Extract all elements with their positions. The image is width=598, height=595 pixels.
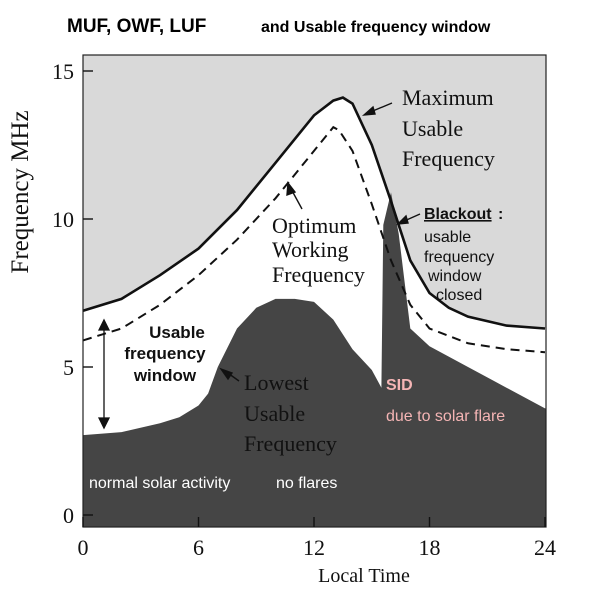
chart-title-rest: and Usable frequency window — [261, 19, 491, 36]
normal-activity-note: normal solar activity — [89, 475, 230, 492]
x-tick-label: 24 — [534, 535, 556, 560]
no-flares-note: no flares — [276, 475, 337, 492]
y-tick-label: 10 — [52, 207, 74, 232]
owf-label-line-3: Frequency — [272, 262, 365, 287]
x-axis-label: Local Time — [318, 565, 410, 587]
blackout-colon: : — [498, 206, 503, 223]
x-tick-label: 18 — [419, 535, 441, 560]
luf-label-line-1: Lowest — [244, 370, 309, 395]
chart-title-main: MUF, OWF, LUF — [67, 16, 206, 37]
x-tick-label: 0 — [78, 535, 89, 560]
owf-label-line-2: Working — [272, 237, 348, 262]
luf-filled-area — [83, 192, 546, 527]
y-axis-ticks: 0 5 10 15 — [52, 59, 93, 528]
y-tick-label: 15 — [52, 59, 74, 84]
muf-solid-line — [82, 96, 546, 330]
x-axis-ticks: 0 6 12 18 24 — [78, 517, 556, 560]
blackout-label: Blackout — [424, 206, 492, 223]
blackout-line-1: usable — [424, 229, 471, 246]
y-tick-label: 0 — [63, 503, 74, 528]
blackout-line-2: frequency — [424, 249, 494, 266]
window-label-line-1: Usable — [149, 323, 205, 342]
owf-pointer-arrow — [286, 181, 303, 210]
sid-label: SID — [386, 377, 413, 394]
y-tick-label: 5 — [63, 355, 74, 380]
window-label-line-2: frequency — [124, 344, 206, 363]
window-arrow — [97, 318, 111, 430]
window-label-line-3: window — [133, 366, 197, 385]
sid-note: due to solar flare — [386, 408, 505, 425]
x-tick-label: 12 — [303, 535, 325, 560]
owf-dashed-line — [82, 125, 546, 354]
x-tick-label: 6 — [193, 535, 204, 560]
luf-label-line-3: Frequency — [244, 431, 337, 456]
blackout-pointer-arrow — [396, 213, 421, 225]
muf-pointer-arrow — [361, 102, 393, 116]
muf-label-line-2: Usable — [402, 116, 463, 141]
y-axis-label: Frequency MHz — [7, 110, 34, 273]
blackout-line-3: window — [427, 268, 482, 285]
blackout-line-4: closed — [436, 287, 482, 304]
muf-label-line-3: Frequency — [402, 146, 495, 171]
muf-label-line-1: Maximum — [402, 85, 494, 110]
luf-pointer-arrow — [219, 367, 240, 382]
luf-label-line-2: Usable — [244, 401, 305, 426]
owf-label-line-1: Optimum — [272, 213, 356, 238]
